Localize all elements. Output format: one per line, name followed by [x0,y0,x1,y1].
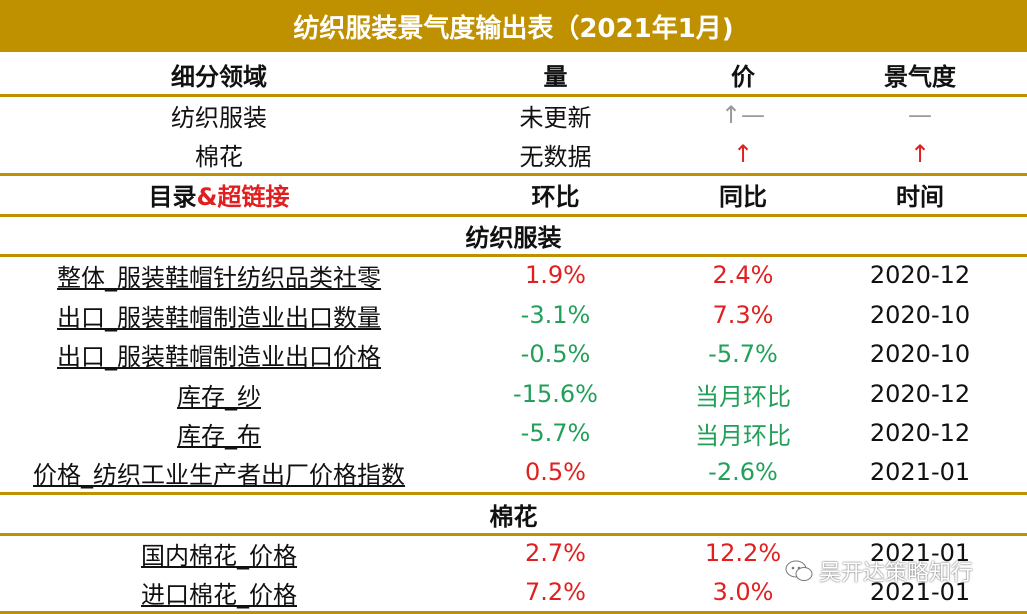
yoy-value: 当月环比 [695,382,791,411]
overview-name: 纺织服装 [171,103,267,132]
time-value: 2020-12 [869,419,971,447]
catalog-link[interactable]: 进口棉花_价格 [141,580,297,609]
watermark: 吴开达策略知行 [785,556,1015,586]
yoy-value: 7.3% [712,301,774,329]
header-sentiment: 景气度 [884,62,956,91]
header-row-overview: 细分领域 量 价 景气度 [0,54,1027,94]
catalog-link[interactable]: 库存_纱 [177,382,261,411]
yoy-value: 2.4% [712,261,774,289]
divider [0,533,1027,536]
yoy-value: -5.7% [708,340,778,368]
table-title: 纺织服装景气度输出表（2021年1月) [0,0,1027,52]
table-row: 库存_纱 -15.6% 当月环比 2020-12 [0,374,1027,414]
table-row: 库存_布 -5.7% 当月环比 2020-12 [0,413,1027,453]
catalog-link[interactable]: 整体_服装鞋帽针纺织品类社零 [57,263,381,292]
mom-value: 0.5% [525,458,586,486]
yoy-value: 3.0% [712,578,774,606]
header-volume: 量 [543,62,568,91]
section-title-cotton: 棉花 [489,502,538,531]
mom-value: 2.7% [525,539,586,567]
overview-volume: 未更新 [519,103,592,132]
divider [0,254,1027,257]
header-catalog-suffix: &超链接 [196,182,290,211]
table-row: 进口棉花_价格 7.2% 3.0% 2021-01 [0,572,1027,612]
yoy-value: -2.6% [708,458,778,486]
overview-name: 棉花 [195,142,243,171]
divider [0,611,1027,614]
yoy-value: 12.2% [704,539,782,567]
time-value: 2020-12 [869,380,971,408]
overview-volume: 无数据 [519,142,592,171]
table-row: 整体_服装鞋帽针纺织品类社零 1.9% 2.4% 2020-12 [0,255,1027,295]
time-value: 2020-10 [869,340,971,368]
catalog-link[interactable]: 出口_服装鞋帽制造业出口价格 [57,342,381,371]
overview-sentiment: ↑ [909,140,931,168]
mom-value: -3.1% [520,301,591,329]
divider [0,492,1027,495]
divider [0,214,1027,217]
section-title-textile: 纺织服装 [465,223,562,252]
divider [0,173,1027,176]
header-row-catalog: 目录&超链接 环比 同比 时间 [0,174,1027,214]
table-row: 国内棉花_价格 2.7% 12.2% 2021-01 [0,533,1027,573]
catalog-link[interactable]: 出口_服装鞋帽制造业出口数量 [57,303,381,332]
table-row: 出口_服装鞋帽制造业出口价格 -0.5% -5.7% 2020-10 [0,334,1027,374]
overview-row-textile: 纺织服装 未更新 ↑— — [0,95,1027,135]
catalog-link[interactable]: 国内棉花_价格 [141,541,297,570]
overview-row-cotton: 棉花 无数据 ↑ ↑ [0,134,1027,174]
mom-value: -5.7% [520,419,591,447]
header-yoy: 同比 [719,182,767,211]
catalog-link[interactable]: 价格_纺织工业生产者出厂价格指数 [33,460,405,489]
wechat-icon [785,560,813,582]
time-value: 2021-01 [869,458,971,486]
mom-value: -0.5% [520,340,591,368]
header-catalog-prefix: 目录 [148,182,197,211]
mom-value: 7.2% [525,578,586,606]
header-domain: 细分领域 [171,62,267,91]
overview-price: ↑— [720,101,766,129]
overview-price: ↑ [732,140,754,168]
time-value: 2020-12 [869,261,971,289]
time-value: 2020-10 [869,301,971,329]
table-row: 出口_服装鞋帽制造业出口数量 -3.1% 7.3% 2020-10 [0,295,1027,335]
header-price: 价 [731,62,755,91]
time-value: 2021-01 [869,578,971,606]
header-catalog: 目录&超链接 [0,177,438,212]
mom-value: 1.9% [525,261,586,289]
overview-sentiment: — [908,101,932,129]
table-row: 价格_纺织工业生产者出厂价格指数 0.5% -2.6% 2021-01 [0,452,1027,492]
mom-value: -15.6% [513,380,598,408]
time-value: 2021-01 [869,539,971,567]
header-time: 时间 [896,182,944,211]
header-mom: 环比 [531,182,580,211]
watermark-text: 吴开达策略知行 [819,561,974,586]
yoy-value: 当月环比 [695,421,791,450]
divider [0,94,1027,97]
catalog-link[interactable]: 库存_布 [177,421,261,450]
